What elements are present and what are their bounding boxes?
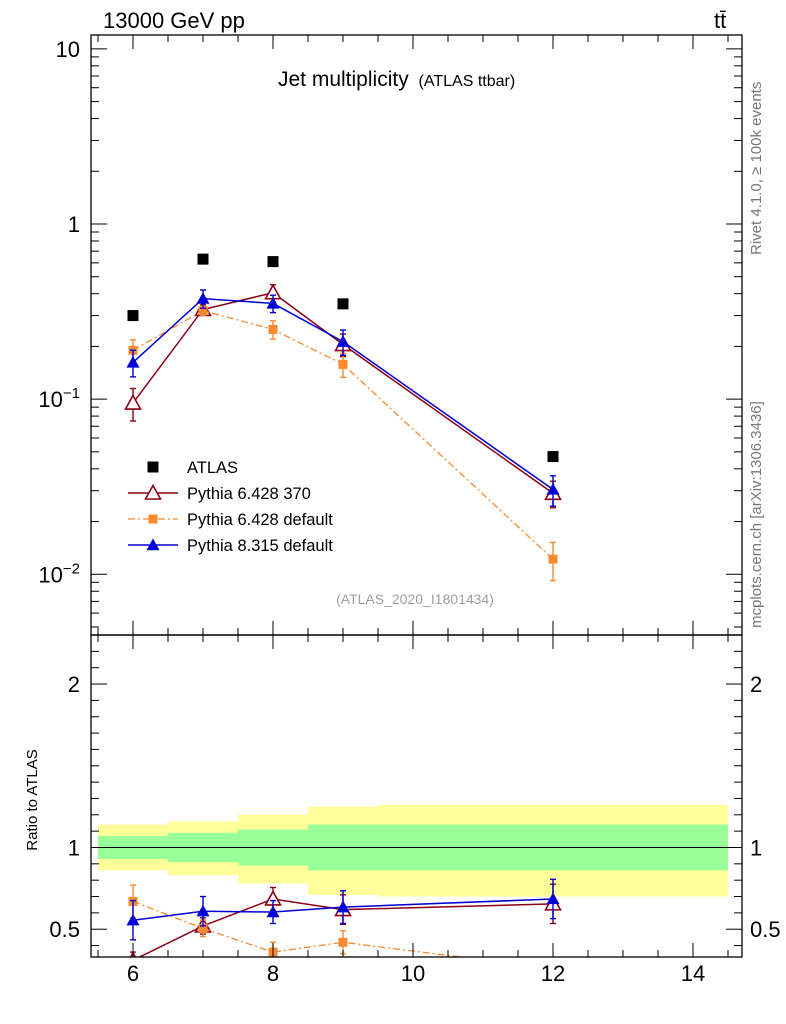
main-y-tick-label-base: 10 [38,562,62,587]
analysis-id-label: (ATLAS_2020_I1801434) [336,591,494,607]
main-y-tick-label: 10−1 [38,385,80,412]
point-pythia-6-428-default [268,324,278,334]
point-pythia-8-315-default [336,335,350,347]
ratio-point-pythia-8-315-default [266,905,280,918]
main-y-tick-label: 1 [68,212,80,237]
legend-label-pythia-6-428-370: Pythia 6.428 370 [187,485,311,503]
point-pythia-8-315-default [266,296,280,309]
ratio-point-pythia-8-315-default [336,900,350,913]
x-tick-label: 14 [681,961,705,986]
main-y-tick-label-base: 10 [38,387,62,412]
chart-title-main: Jet multiplicity [278,68,409,91]
ratio-y-axis-label: Ratio to ATLAS [24,749,41,850]
point-pythia-6-428-default [548,554,558,564]
point-atlas [197,253,209,265]
main-y-tick-label-exponent: −1 [63,385,80,402]
ratio-plot-series [126,878,562,957]
x-tick-label: 8 [267,961,279,986]
x-tick-label: 12 [541,961,565,986]
rivet-version-label: Rivet 4.1.0, ≥ 100k events [748,82,765,255]
point-atlas [127,310,139,322]
legend-marker-pythia-8-315-default [146,538,160,551]
ratio-plot-frame [90,634,743,958]
legend-label-pythia-6-428-default: Pythia 6.428 default [187,511,333,529]
legend-marker-pythia-6-428-default [148,514,158,524]
point-pythia-8-315-default [546,482,560,495]
point-pythia-8-315-default [126,355,140,368]
point-pythia-6-428-default [198,306,208,316]
ratio-uncertainty-bands [98,804,728,897]
point-atlas [267,256,279,268]
point-atlas [547,451,559,463]
x-tick-label: 6 [127,961,139,986]
x-tick-label: 10 [401,961,425,986]
header-process-label: tt̄ [714,8,726,33]
ratio-y-tick-label-right: 1 [750,835,762,860]
chart-title: Jet multiplicity (ATLAS ttbar) [278,68,515,91]
point-pythia-6-428-370 [124,393,142,410]
header-energy-label: 13000 GeV pp [103,8,245,33]
ratio-y-tick-label-right: 0.5 [750,917,781,942]
chart-subtitle: (ATLAS ttbar) [419,73,516,90]
main-y-tick-label: 10−2 [38,560,80,587]
legend: ATLAS Pythia 6.428 370 Pythia 6.428 defaul… [128,459,333,555]
ratio-point-pythia-8-315-default [546,892,560,905]
ratio-y-tick-label-left: 0.5 [49,917,80,942]
ratio-y-tick-label-left: 2 [68,672,80,697]
point-atlas [337,298,349,310]
point-pythia-6-428-default [338,359,348,369]
main-y-tick-label: 10 [56,37,80,62]
ratio-point-pythia-6-428-default [338,937,348,947]
legend-label-atlas: ATLAS [187,459,238,477]
ratio-point-pythia-8-315-default [126,913,140,926]
mcplots-label: mcplots.cern.ch [arXiv:1306.3436] [748,401,765,628]
ratio-point-pythia-8-315-default [196,904,210,917]
point-pythia-8-315-default [196,292,210,304]
ratio-y-tick-label-left: 1 [68,835,80,860]
legend-marker-pythia-6-428-370 [144,483,162,500]
ratio-point-pythia-6-428-default [198,923,208,933]
ratio-y-tick-label-right: 2 [750,672,762,697]
main-plot-series [124,253,562,582]
main-y-tick-label-exponent: −2 [63,560,80,577]
legend-label-pythia-8-315-default: Pythia 8.315 default [187,537,333,555]
legend-marker-atlas [147,461,159,473]
